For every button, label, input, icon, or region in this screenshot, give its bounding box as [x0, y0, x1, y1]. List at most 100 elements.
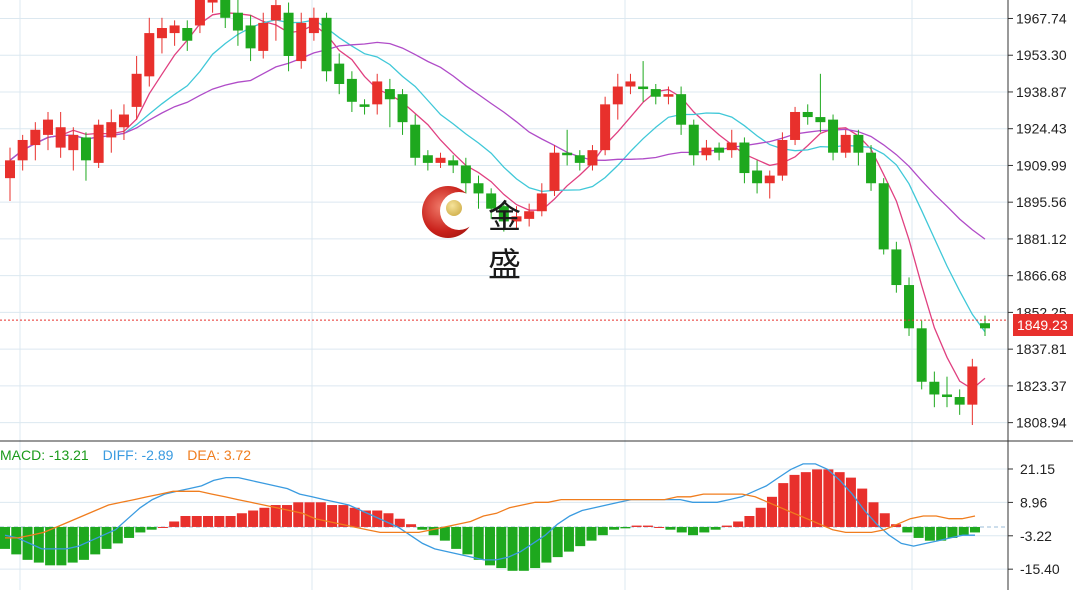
candle-body: [942, 394, 953, 398]
candle-body: [498, 206, 509, 222]
candle-body: [435, 157, 446, 163]
macd-bar: [597, 526, 608, 536]
candle-body: [258, 22, 269, 51]
macd-bar: [947, 526, 958, 538]
diff-line: [4, 463, 975, 561]
macd-bar: [11, 526, 22, 555]
macd-bar: [191, 516, 202, 527]
candle-body: [777, 139, 788, 176]
macd-bar: [146, 526, 157, 530]
candle-body: [334, 63, 345, 84]
macd-bar: [530, 526, 541, 569]
moving-average-lines: [9, 12, 986, 390]
candle-body: [245, 25, 256, 49]
macd-bar: [451, 526, 462, 549]
macd-bar: [575, 526, 586, 547]
macd-bar: [304, 502, 315, 527]
macd-bar: [924, 526, 935, 541]
macd-bar: [913, 526, 924, 538]
candle-body: [17, 139, 28, 161]
macd-bar: [360, 510, 371, 527]
macd-bar: [552, 526, 563, 558]
macd-bar: [496, 526, 507, 569]
candle-body: [55, 127, 66, 148]
candle-body: [828, 119, 839, 153]
candle-body: [156, 27, 167, 39]
price-tick-label: 1953.30: [1016, 47, 1067, 63]
macd-bar: [970, 526, 980, 533]
candle-body: [663, 94, 674, 97]
ma5-line: [9, 12, 986, 390]
macd-bar: [45, 526, 56, 566]
macd-legend-diff: DIFF: -2.89: [102, 447, 174, 463]
candle-body: [536, 193, 547, 212]
candle-body: [448, 160, 459, 166]
candle-body: [283, 12, 294, 56]
macd-bar: [845, 477, 856, 527]
ma10-line: [9, 19, 986, 333]
candle-body: [232, 12, 243, 31]
candle-body: [587, 150, 598, 166]
macd-bar: [688, 526, 699, 536]
macd-bar: [180, 516, 191, 527]
macd-bar: [744, 516, 755, 527]
candle-body: [346, 78, 357, 102]
candle-body: [207, 0, 218, 3]
macd-bar: [327, 505, 338, 527]
macd-bar: [879, 513, 890, 527]
candle-body: [486, 193, 497, 209]
macd-bar: [507, 526, 518, 571]
macd-bar: [473, 526, 484, 560]
candle-body: [118, 114, 129, 128]
candle-body: [688, 124, 699, 156]
candle-body: [131, 73, 142, 107]
macd-tick-label: -3.22: [1020, 528, 1052, 544]
macd-legend-dea: DEA: 3.72: [187, 447, 252, 463]
price-tick-label: 1909.99: [1016, 157, 1067, 173]
price-tick-label: 1881.12: [1016, 231, 1067, 247]
macd-bar: [372, 510, 383, 527]
candle-body: [815, 117, 826, 123]
macd-bar: [834, 472, 845, 527]
macd-bar: [135, 526, 146, 533]
candle-body: [144, 33, 155, 77]
price-tick-label: 1938.87: [1016, 84, 1067, 100]
candle-body: [562, 152, 573, 156]
candle-body: [752, 170, 763, 184]
macd-bar: [891, 524, 902, 527]
macd-bar: [394, 518, 405, 527]
macd-bar: [631, 525, 642, 527]
macd-bar: [214, 516, 225, 527]
price-tick-label: 1895.56: [1016, 194, 1067, 210]
candle-body: [169, 25, 180, 34]
macd-legend-macd: MACD: -13.21: [0, 447, 89, 463]
macd-bar: [439, 526, 450, 541]
macd-bar: [721, 525, 732, 527]
macd-bar: [733, 521, 744, 527]
macd-bar: [485, 526, 495, 566]
macd-panel: [0, 463, 1008, 571]
candle-body: [80, 137, 91, 161]
candle-body: [954, 397, 965, 405]
macd-bar: [90, 526, 101, 555]
macd-bar: [800, 472, 811, 527]
macd-bar: [281, 505, 292, 527]
candle-body: [916, 328, 927, 382]
candle-body: [524, 211, 535, 219]
watermark-logo: 金 盛: [422, 186, 582, 284]
candle-body: [625, 81, 636, 87]
macd-bar: [676, 526, 687, 533]
candle-body: [106, 122, 117, 138]
candle-body: [473, 183, 484, 194]
candle-body: [714, 147, 725, 153]
macd-bar: [642, 525, 653, 527]
macd-bar: [620, 526, 631, 529]
macd-bar: [169, 521, 180, 527]
candle-body: [42, 119, 53, 135]
macd-bar: [755, 507, 766, 527]
price-tick-label: 1866.68: [1016, 268, 1067, 284]
current-price-tag: 1849.23: [1013, 314, 1073, 336]
macd-bar: [315, 502, 326, 527]
dea-line: [5, 490, 976, 539]
